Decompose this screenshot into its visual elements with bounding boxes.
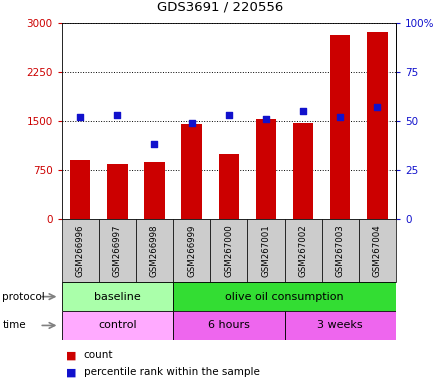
- Bar: [256, 119, 276, 219]
- Text: GSM267000: GSM267000: [224, 224, 233, 277]
- Text: control: control: [98, 320, 137, 331]
- Point: [225, 112, 232, 118]
- Bar: [173, 219, 210, 282]
- Text: GSM267002: GSM267002: [299, 224, 308, 277]
- Text: ■: ■: [66, 367, 77, 377]
- Text: GSM267001: GSM267001: [261, 224, 271, 277]
- Bar: [330, 35, 351, 219]
- Bar: [70, 160, 90, 219]
- Text: time: time: [2, 320, 26, 331]
- Bar: [285, 219, 322, 282]
- Text: ■: ■: [66, 350, 77, 360]
- Text: olive oil consumption: olive oil consumption: [225, 291, 344, 302]
- Text: GSM266998: GSM266998: [150, 224, 159, 277]
- Bar: [62, 282, 173, 311]
- Bar: [359, 219, 396, 282]
- Text: GSM266999: GSM266999: [187, 224, 196, 277]
- Bar: [219, 154, 239, 219]
- Bar: [144, 162, 165, 219]
- Text: GDS3691 / 220556: GDS3691 / 220556: [157, 0, 283, 13]
- Text: count: count: [84, 350, 113, 360]
- Point: [151, 141, 158, 147]
- Text: GSM266997: GSM266997: [113, 224, 122, 277]
- Text: GSM267004: GSM267004: [373, 224, 382, 277]
- Text: 6 hours: 6 hours: [208, 320, 250, 331]
- Bar: [136, 219, 173, 282]
- Point: [374, 104, 381, 110]
- Bar: [181, 124, 202, 219]
- Bar: [99, 219, 136, 282]
- Text: percentile rank within the sample: percentile rank within the sample: [84, 367, 260, 377]
- Point: [114, 112, 121, 118]
- Bar: [210, 219, 247, 282]
- Text: baseline: baseline: [94, 291, 141, 302]
- Text: GSM266996: GSM266996: [76, 224, 84, 277]
- Bar: [173, 311, 285, 340]
- Bar: [322, 219, 359, 282]
- Text: GSM267003: GSM267003: [336, 224, 345, 277]
- Bar: [62, 219, 99, 282]
- Text: 3 weeks: 3 weeks: [317, 320, 363, 331]
- Bar: [107, 164, 128, 219]
- Point: [337, 114, 344, 120]
- Point: [300, 108, 307, 114]
- Bar: [62, 311, 173, 340]
- Bar: [173, 282, 396, 311]
- Point: [77, 114, 84, 120]
- Bar: [285, 311, 396, 340]
- Bar: [293, 123, 313, 219]
- Bar: [367, 31, 388, 219]
- Text: protocol: protocol: [2, 291, 45, 302]
- Point: [188, 120, 195, 126]
- Bar: [247, 219, 285, 282]
- Point: [262, 116, 269, 122]
